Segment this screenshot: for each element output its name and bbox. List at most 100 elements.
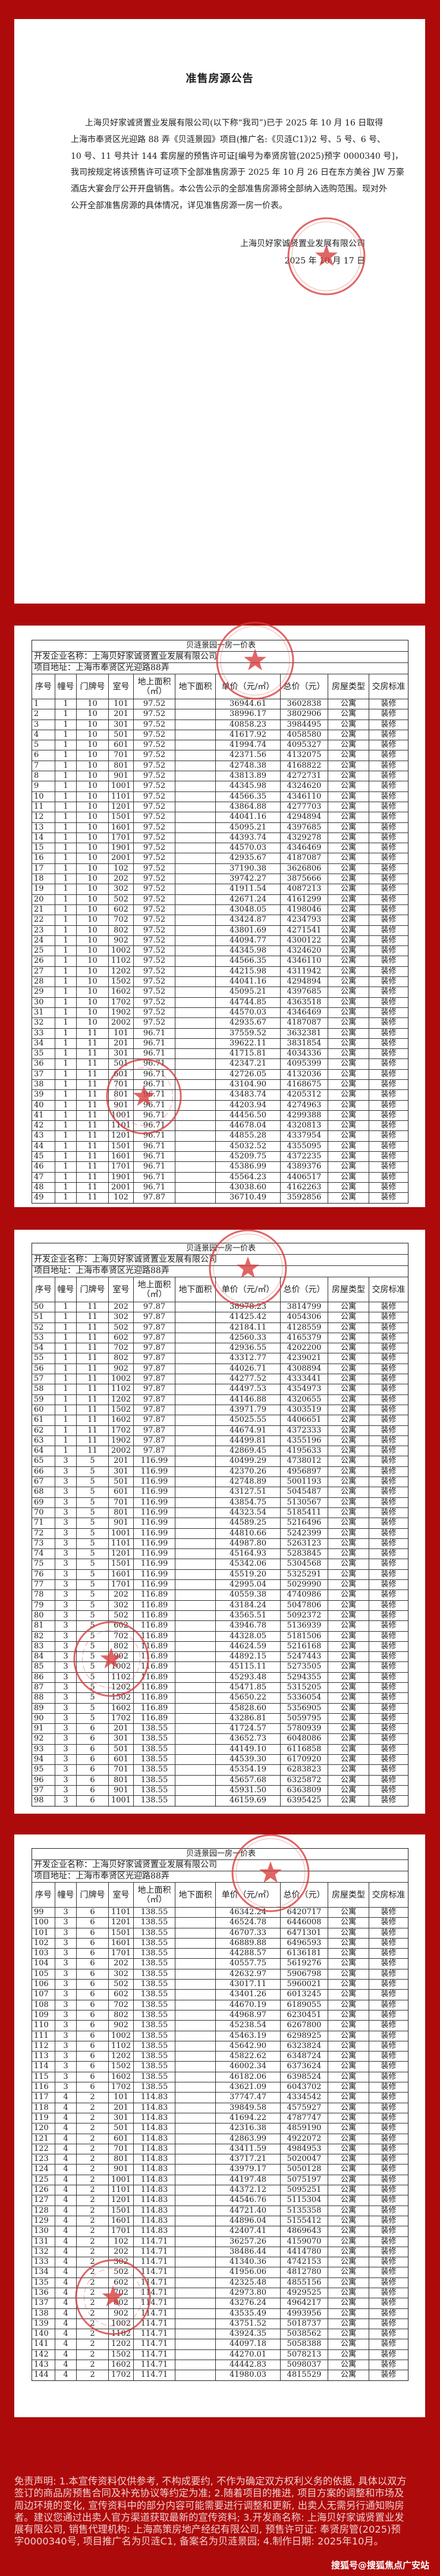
above-ground-area-cell: 97.87	[133, 1302, 175, 1312]
building-cell: 1	[55, 987, 76, 997]
house-type-cell: 公寓	[328, 1682, 369, 1693]
seq-cell: 22	[34, 915, 44, 925]
unit-price-cell: 45642.90	[215, 2041, 280, 2052]
total-price-cell: 4346110	[280, 791, 328, 802]
table-row: 1 1 10 101 97.52 36944.61 3602838 公寓 装修	[32, 699, 408, 709]
total-price-cell: 5242399	[280, 1528, 328, 1538]
room-cell: 1701	[108, 1580, 133, 1590]
above-ground-area-cell: 138.55	[133, 1938, 175, 1949]
underground-area-cell	[175, 956, 215, 966]
table-row: 54 1 11 702 97.87 42936.55 4202200 公寓 装修	[32, 1343, 408, 1353]
building-cell: 3	[55, 1456, 76, 1466]
underground-area-cell	[175, 1938, 215, 1949]
above-ground-area-cell: 116.99	[133, 1559, 175, 1569]
door-number-cell: 11	[76, 1302, 108, 1312]
room-cell: 902	[108, 2308, 133, 2319]
house-type-cell: 公寓	[328, 2041, 369, 2052]
underground-area-cell	[175, 1600, 215, 1610]
table-row: 67 3 5 501 116.99 42748.89 5001193 公寓 装修	[32, 1477, 408, 1487]
room-cell: 901	[108, 1518, 133, 1528]
seq-cell: 12	[34, 812, 44, 822]
seq-cell: 10	[34, 791, 44, 801]
above-ground-area-cell: 114.83	[133, 2144, 175, 2154]
unit-price-cell: 43286.81	[215, 1713, 280, 1724]
seq-cell: 32	[34, 1018, 44, 1028]
house-type-cell: 公寓	[328, 1507, 369, 1518]
house-type-cell: 公寓	[328, 2072, 369, 2082]
delivery-standard-cell: 装修	[369, 2236, 408, 2247]
underground-area-cell	[175, 812, 215, 822]
unit-price-cell: 44539.30	[215, 1755, 280, 1765]
table-row: 100 3 6 1201 138.55 46524.78 6446008 公寓 装修	[32, 1917, 408, 1928]
seq-cell: 76	[34, 1569, 44, 1579]
door-number-cell: 10	[76, 853, 108, 863]
above-ground-area-cell: 97.87	[133, 1193, 175, 1203]
seq-cell: 111	[34, 2031, 49, 2040]
total-price-cell: 4277703	[280, 802, 328, 812]
seq-cell: 69	[34, 1497, 44, 1507]
unit-price-cell: 42371.56	[215, 750, 280, 761]
table-row: 7 1 10 801 97.52 42748.38 4168822 公寓 装修	[32, 760, 408, 771]
door-number-cell: 6	[76, 1775, 108, 1785]
delivery-standard-cell: 装修	[369, 2113, 408, 2123]
building-cell: 1	[55, 874, 76, 884]
underground-area-cell	[175, 1969, 215, 1980]
underground-area-cell	[175, 802, 215, 812]
building-cell: 1	[55, 771, 76, 781]
delivery-standard-cell: 装修	[369, 2165, 408, 2175]
house-type-cell: 公寓	[328, 1518, 369, 1528]
underground-area-cell	[175, 2103, 215, 2113]
table-row: 143 4 2 1602 114.71 44442.83 5098037 公寓 装修	[32, 2360, 408, 2370]
building-cell: 4	[55, 2103, 76, 2113]
door-number-cell: 11	[76, 1333, 108, 1343]
underground-area-cell	[175, 1038, 215, 1049]
total-price-cell: 4095399	[280, 1059, 328, 1069]
above-ground-area-cell: 114.71	[133, 2308, 175, 2319]
delivery-standard-cell: 装修	[369, 1487, 408, 1497]
total-price-cell: 4346110	[280, 956, 328, 966]
building-cell: 1	[55, 1374, 76, 1384]
seq-cell: 115	[34, 2072, 49, 2081]
underground-area-cell	[175, 1641, 215, 1652]
building-cell: 4	[55, 2247, 76, 2257]
underground-area-cell	[175, 2226, 215, 2236]
total-price-cell: 4389376	[280, 1162, 328, 1172]
house-type-cell: 公寓	[328, 1364, 369, 1374]
seq-cell: 39	[34, 1090, 44, 1099]
above-ground-area-cell: 116.89	[133, 1662, 175, 1672]
unit-price-cell: 43411.59	[215, 2144, 280, 2154]
house-type-cell: 公寓	[328, 1549, 369, 1559]
room-cell: 902	[108, 935, 133, 946]
door-number-cell: 5	[76, 1487, 108, 1497]
door-number-cell: 2	[76, 2319, 108, 2329]
house-type-cell: 公寓	[328, 1456, 369, 1466]
room-cell: 1102	[108, 1672, 133, 1682]
total-price-cell: 5018737	[280, 2319, 328, 2329]
table-row: 41 1 11 1001 96.71 44456.50 4299388 公寓 装修	[32, 1110, 408, 1121]
door-number-cell: 11	[76, 1364, 108, 1374]
above-ground-area-cell: 96.71	[133, 1141, 175, 1152]
column-header: 序号	[35, 681, 52, 692]
house-type-cell: 公寓	[328, 1703, 369, 1713]
above-ground-area-cell: 96.71	[133, 1152, 175, 1162]
room-cell: 501	[108, 1477, 133, 1487]
unit-price-cell: 42863.99	[215, 2134, 280, 2144]
table-row: 60 1 11 1502 97.87 43971.79 4303519 公寓 装修	[32, 1404, 408, 1415]
delivery-standard-cell: 装修	[369, 730, 408, 740]
above-ground-area-cell: 138.55	[133, 1765, 175, 1775]
total-price-cell: 6446008	[280, 1918, 328, 1928]
delivery-standard-cell: 装修	[369, 1059, 408, 1069]
total-price-cell: 4855156	[280, 2277, 328, 2288]
seq-cell: 41	[34, 1110, 44, 1120]
building-cell: 3	[55, 2082, 76, 2093]
building-cell: 3	[55, 1703, 76, 1713]
delivery-standard-cell: 装修	[369, 1090, 408, 1100]
room-cell: 601	[108, 1069, 133, 1079]
door-number-cell: 2	[76, 2144, 108, 2154]
building-cell: 3	[55, 1662, 76, 1672]
seq-cell: 49	[34, 1193, 44, 1202]
above-ground-area-cell: 97.52	[133, 833, 175, 843]
seq-cell: 84	[34, 1652, 44, 1661]
underground-area-cell	[175, 771, 215, 781]
building-cell: 1	[55, 761, 76, 771]
